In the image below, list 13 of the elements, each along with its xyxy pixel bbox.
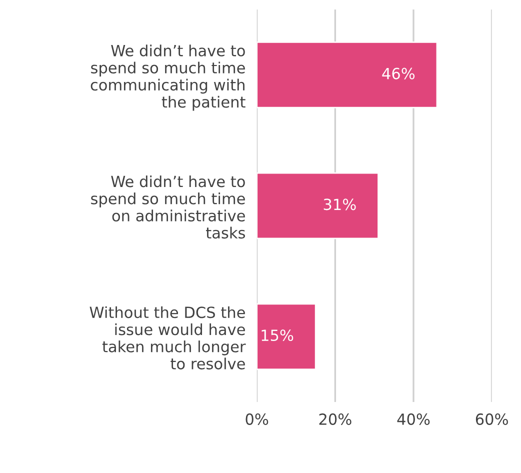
y-tick-label: Without the DCS the issue would have taken much longer to resolve: [90, 306, 246, 370]
data-label: 15%: [262, 329, 294, 342]
x-tick-label: 40%: [397, 413, 430, 425]
data-label: 31%: [324, 198, 356, 210]
bar: [256, 172, 379, 240]
data-label: 46%: [382, 68, 415, 80]
x-tick-label: 20%: [319, 413, 352, 425]
x-tick-label: 60%: [476, 413, 508, 425]
y-tick-label: We didn’t have to spend so much time on administrative tasks: [91, 175, 245, 239]
y-tick-label: We didn’t have to spend so much time communicating with the patient: [90, 44, 246, 111]
bar: [256, 41, 438, 108]
bar: [256, 303, 316, 370]
x-tick-label: 0%: [246, 413, 268, 425]
